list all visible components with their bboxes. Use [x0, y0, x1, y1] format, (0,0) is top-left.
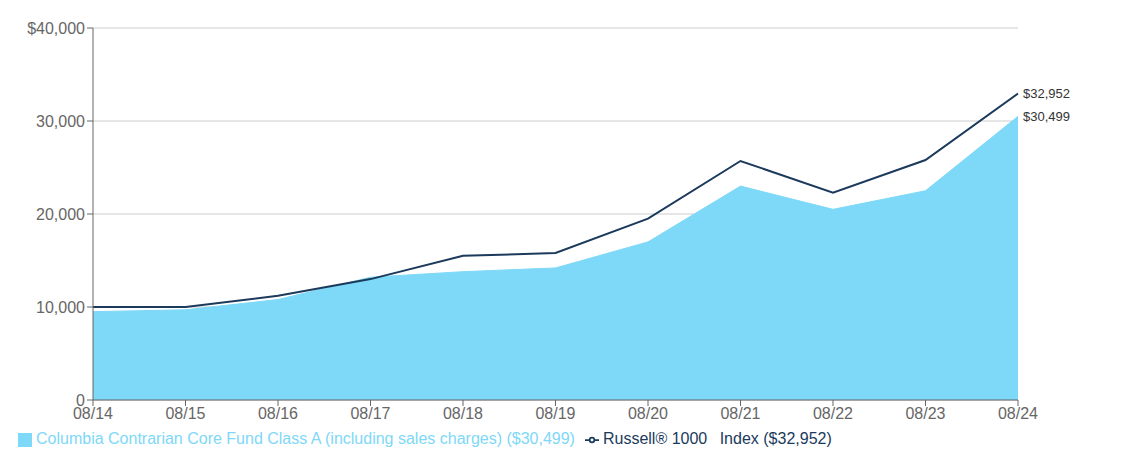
svg-text:08/22: 08/22 — [813, 405, 853, 422]
svg-text:08/17: 08/17 — [350, 405, 390, 422]
svg-text:08/18: 08/18 — [443, 405, 483, 422]
svg-text:0: 0 — [76, 392, 85, 409]
svg-text:08/15: 08/15 — [165, 405, 205, 422]
svg-text:08/14: 08/14 — [73, 405, 113, 423]
svg-text:20,000: 20,000 — [36, 206, 85, 223]
svg-text:30,000: 30,000 — [36, 113, 85, 130]
svg-text:$40,000: $40,000 — [27, 20, 85, 37]
svg-text:08/20: 08/20 — [628, 405, 668, 422]
svg-text:08/21: 08/21 — [720, 405, 760, 422]
svg-text:08/16: 08/16 — [258, 405, 298, 422]
html-text:Columbia Contrarian Core Fund: Columbia Contrarian Core Fund Class A (i… — [36, 430, 575, 447]
svg-text:08/24: 08/24 — [998, 405, 1038, 422]
html-text:Russell® 1000 Index ($32,952): Russell® 1000 Index ($32,952) — [602, 430, 832, 447]
svg-text:$30,499: $30,499 — [1023, 109, 1070, 124]
svg-text:10,000: 10,000 — [36, 299, 85, 316]
svg-text:$32,952: $32,952 — [1023, 86, 1070, 101]
svg-text:08/19: 08/19 — [535, 405, 575, 422]
svg-text:08/23: 08/23 — [905, 405, 945, 422]
